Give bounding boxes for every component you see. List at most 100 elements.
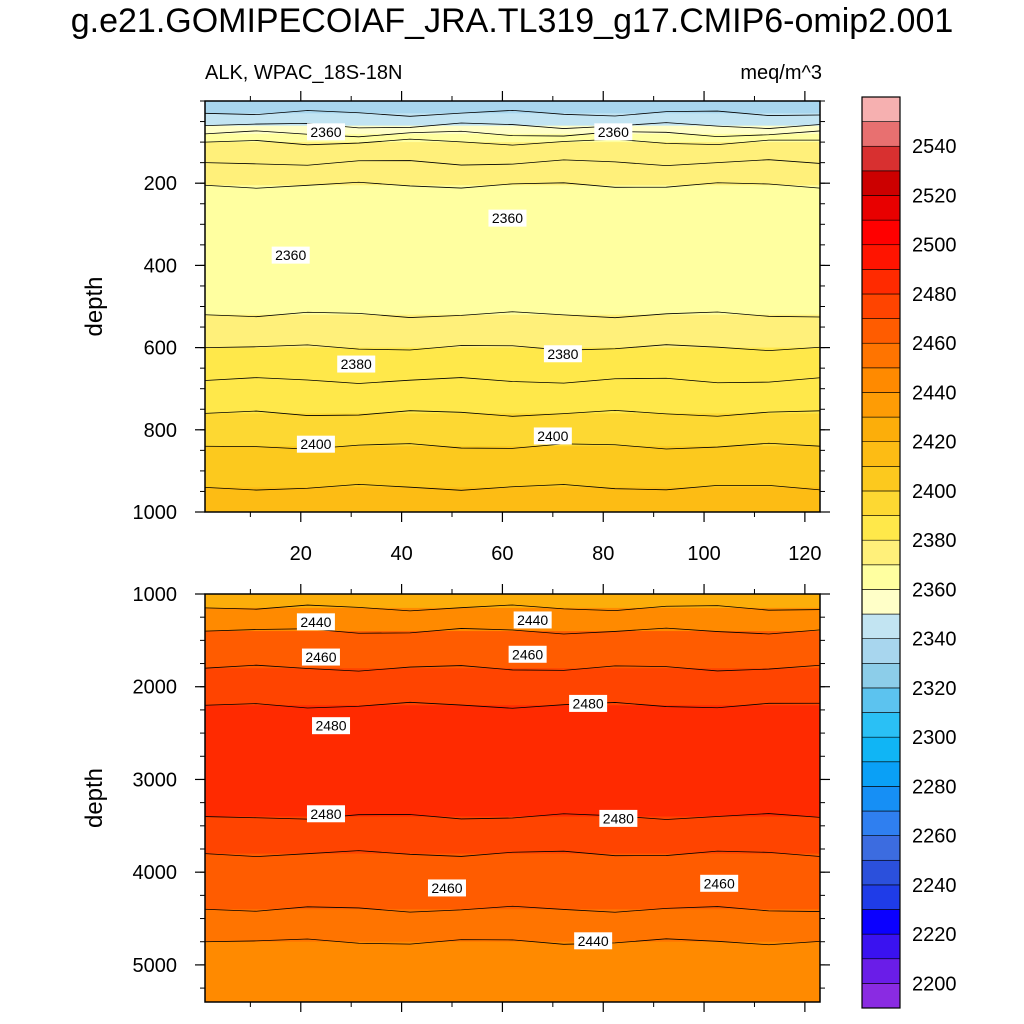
colorbar-tick-label: 2480 — [912, 284, 957, 306]
colorbar-segment — [861, 244, 901, 270]
contour-label-bg — [569, 694, 608, 712]
contour-band — [205, 487, 820, 513]
y-tick-label: 200 — [144, 173, 177, 195]
x-tick-label: 40 — [390, 543, 412, 565]
contour-label: 2460 — [700, 874, 739, 892]
contour-label-text: 2380 — [547, 346, 578, 362]
y-tick-label: 2000 — [133, 677, 178, 699]
contour-label-bg — [508, 645, 547, 663]
colorbar-tick-label: 2540 — [912, 136, 957, 158]
contour-band — [205, 446, 820, 488]
colorbar-tick-label: 2440 — [912, 382, 957, 404]
colorbar-segment — [861, 589, 901, 615]
contour-label: 2440 — [513, 611, 552, 629]
contour-band — [205, 607, 820, 632]
colorbar-segment — [861, 539, 901, 566]
contour-line — [204, 138, 821, 146]
contour-label: 2360 — [271, 246, 310, 264]
colorbar-segment — [861, 96, 901, 122]
contour-label-text: 2460 — [512, 646, 543, 662]
contour-band — [205, 314, 820, 349]
y-tick-label: 5000 — [133, 955, 178, 977]
y-axis-label: depth — [81, 768, 108, 828]
colorbar-tick-label: 2400 — [912, 481, 957, 503]
colorbar-segment — [861, 638, 901, 664]
colorbar-segment — [861, 170, 901, 196]
contour-label: 2460 — [508, 645, 547, 663]
contour-label-bg — [337, 355, 376, 373]
contour-label-bg — [700, 874, 739, 892]
contour-band — [205, 125, 820, 135]
colorbar-segment — [861, 909, 901, 935]
colorbar-tick-label: 2380 — [912, 530, 957, 552]
contour-label: 2480 — [599, 809, 638, 827]
colorbar-segment — [861, 145, 901, 172]
plot-frame — [204, 593, 821, 1003]
colorbar-tick-label: 2220 — [912, 924, 957, 946]
colorbar-segment — [861, 490, 901, 516]
colorbar-tick-label: 2460 — [912, 333, 957, 355]
colorbar-segment — [861, 392, 901, 418]
contour-label: 2400 — [533, 427, 572, 445]
contour-label-text: 2360 — [598, 124, 629, 140]
contour-band — [205, 705, 820, 818]
contour-line — [204, 109, 821, 117]
contour-label-bg — [312, 717, 351, 735]
y-tick-label: 3000 — [133, 769, 178, 791]
contour-label: 2480 — [312, 717, 351, 735]
upper-panel: 200 400 600 800 1000 20 40 60 80 100 120 depth 2360 2… — [81, 91, 830, 565]
colorbar-segment — [861, 342, 901, 369]
contour-band — [205, 162, 820, 186]
contour-label-bg — [574, 932, 613, 950]
colorbar-tick-label: 2300 — [912, 727, 957, 749]
colorbar-segment — [861, 441, 901, 467]
colorbar-tick-label: 2280 — [912, 776, 957, 798]
colorbar-segment — [861, 367, 901, 393]
contour-line — [204, 377, 821, 384]
colorbar: 2200 2220 2240 2260 2280 2300 2320 2340 2360 2380… — [861, 96, 957, 1009]
contour-label: 2460 — [427, 879, 466, 897]
contour-line — [204, 604, 821, 612]
contour-label-text: 2440 — [300, 614, 331, 630]
contour-line — [204, 409, 821, 417]
colorbar-tick-label: 2500 — [912, 235, 957, 257]
colorbar-tick-label: 2240 — [912, 875, 957, 897]
units-label: meq/m^3 — [740, 62, 822, 84]
contour-band — [205, 594, 820, 609]
contour-label-bg — [488, 209, 527, 227]
contour-label-text: 2440 — [578, 933, 609, 949]
y-tick-label: 400 — [144, 255, 177, 277]
contour-label: 2360 — [594, 123, 633, 141]
contour-label: 2460 — [301, 648, 340, 666]
contour-band — [205, 133, 820, 143]
contour-label-bg — [296, 435, 335, 453]
contour-label-bg — [513, 611, 552, 629]
chart-title: g.e21.GOMIPECOIAF_JRA.TL319_g17.CMIP6-om… — [70, 2, 954, 40]
contour-label-text: 2480 — [603, 810, 634, 826]
colorbar-segment — [861, 761, 901, 787]
contour-label-text: 2480 — [315, 718, 346, 734]
colorbar-segment — [861, 736, 901, 763]
contour-line — [204, 664, 821, 672]
contour-label-text: 2400 — [537, 428, 568, 444]
y-axis-label: depth — [81, 276, 108, 336]
contour-label: 2380 — [337, 355, 376, 373]
colorbar-segment — [861, 318, 901, 344]
contour-line — [204, 181, 821, 189]
colorbar-segment — [861, 933, 901, 960]
contour-label: 2440 — [574, 932, 613, 950]
contour-label-bg — [301, 648, 340, 666]
colorbar-segment — [861, 958, 901, 984]
contour-band — [205, 142, 820, 164]
contour-label-text: 2360 — [310, 124, 341, 140]
colorbar-segment — [861, 219, 901, 246]
contour-label-text: 2480 — [310, 806, 341, 822]
contour-band — [205, 816, 820, 855]
colorbar-tick-label: 2260 — [912, 826, 957, 848]
colorbar-segment — [861, 466, 901, 492]
contour-label-bg — [599, 809, 638, 827]
contour-line — [204, 850, 821, 858]
colorbar-tick-label: 2320 — [912, 678, 957, 700]
contour-line — [204, 938, 821, 946]
